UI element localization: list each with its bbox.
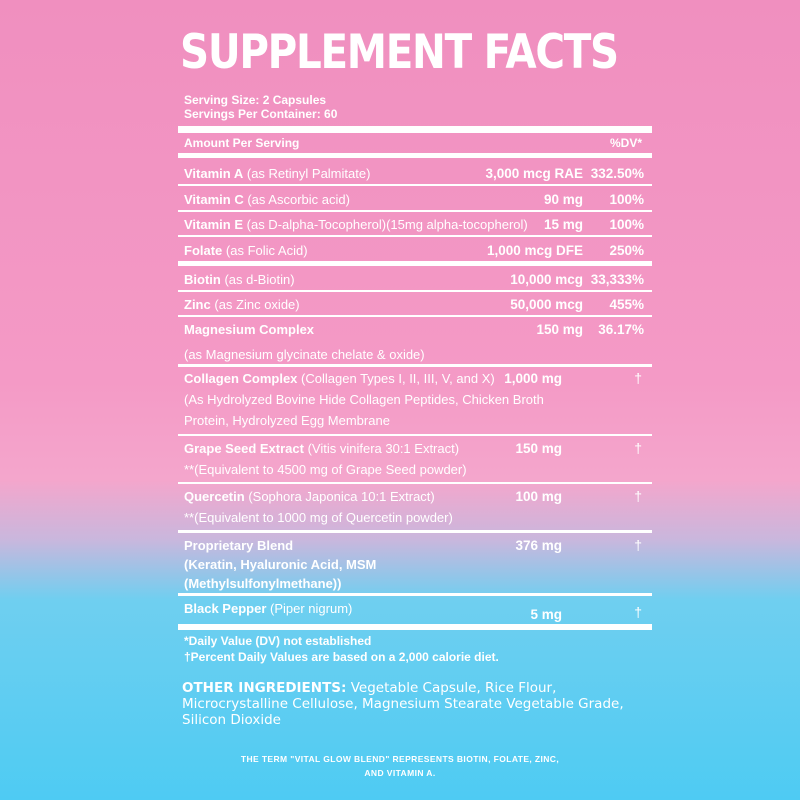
divider <box>178 593 652 596</box>
divider <box>178 210 652 212</box>
nutrient-dv: † <box>634 488 642 504</box>
nutrient-amount: 50,000 mcg <box>510 297 583 312</box>
nutrient-name: Biotin <box>184 272 221 287</box>
servings-per-container: Servings Per Container: 60 <box>184 107 338 121</box>
divider <box>178 235 652 237</box>
nutrient-desc-line3: Protein, Hydrolyzed Egg Membrane <box>184 413 390 428</box>
nutrient-dv: † <box>634 537 642 553</box>
footnote-percent: †Percent Daily Values are based on a 2,0… <box>184 650 499 664</box>
nutrient-desc: (as Retinyl Palmitate) <box>246 166 371 181</box>
nutrient-desc: (as Ascorbic acid) <box>247 192 350 207</box>
nutrient-desc: (Vitis vinifera 30:1 Extract) <box>307 441 460 456</box>
table-row: Proprietary Blend 376 mg † (Keratin, Hya… <box>184 537 646 592</box>
table-row: Quercetin (Sophora Japonica 10:1 Extract… <box>184 488 646 526</box>
nutrient-dv: 250% <box>609 243 644 258</box>
divider <box>178 530 652 533</box>
page-title: SUPPLEMENT FACTS <box>180 25 619 80</box>
divider <box>178 184 652 186</box>
nutrient-desc: (as d-Biotin) <box>224 272 295 287</box>
nutrient-dv: † <box>634 604 642 620</box>
table-row: Collagen Complex (Collagen Types I, II, … <box>184 370 646 429</box>
nutrient-desc: (as D-alpha-Tocopherol)(15mg alpha-tocop… <box>246 217 528 232</box>
nutrient-desc-line3: (Methylsulfonylmethane)) <box>184 576 342 591</box>
nutrient-amount: 100 mg <box>515 489 562 504</box>
other-ingredients-text: Vegetable Capsule, Rice Flour, Microcrys… <box>182 680 624 728</box>
table-row: Vitamin A (as Retinyl Palmitate) 3,000 m… <box>184 165 646 182</box>
serving-size: Serving Size: 2 Capsules <box>184 93 327 107</box>
nutrient-dv: 455% <box>609 297 644 312</box>
divider <box>178 482 652 484</box>
other-ingredients-label: OTHER INGREDIENTS: <box>182 680 347 696</box>
nutrient-amount: 3,000 mcg RAE <box>485 166 583 181</box>
nutrient-dv: † <box>634 440 642 456</box>
nutrient-amount: 15 mg <box>543 217 583 232</box>
nutrient-name: Quercetin <box>184 489 245 504</box>
nutrient-amount: 5 mg <box>530 607 562 622</box>
divider <box>178 434 652 436</box>
table-row: Grape Seed Extract (Vitis vinifera 30:1 … <box>184 440 646 478</box>
table-row: Black Pepper (Piper nigrum) 5 mg † <box>184 600 646 622</box>
table-row: Zinc (as Zinc oxide) 50,000 mcg 455% <box>184 296 646 313</box>
nutrient-name: Collagen Complex <box>184 371 298 386</box>
table-row: Biotin (as d-Biotin) 10,000 mcg 33,333% <box>184 271 646 288</box>
divider <box>178 315 652 317</box>
nutrient-name: Folate <box>184 243 223 258</box>
nutrient-name: Magnesium Complex <box>184 322 315 337</box>
nutrient-desc: (Collagen Types I, II, III, V, and X) <box>301 371 495 386</box>
nutrient-dv: 100% <box>609 217 644 232</box>
nutrient-desc: (Sophora Japonica 10:1 Extract) <box>248 489 435 504</box>
divider <box>178 364 652 367</box>
nutrient-name: Proprietary Blend <box>184 538 294 553</box>
thick-divider <box>178 126 652 133</box>
nutrient-amount: 376 mg <box>515 538 562 553</box>
nutrient-desc: (Piper nigrum) <box>270 601 353 616</box>
nutrient-name: Vitamin C <box>184 192 244 207</box>
nutrient-name: Zinc <box>184 297 211 312</box>
serving-info: Serving Size: 2 Capsules Servings Per Co… <box>184 93 337 121</box>
thick-divider <box>178 624 652 630</box>
nutrient-desc: (as Magnesium glycinate chelate & oxide) <box>184 347 425 362</box>
divider <box>178 261 652 266</box>
nutrient-amount: 150 mg <box>536 322 583 337</box>
nutrient-amount: 1,000 mcg DFE <box>486 243 583 258</box>
amount-per-serving-label: Amount Per Serving <box>184 136 300 150</box>
table-row: Magnesium Complex 150 mg 36.17% (as Magn… <box>184 321 646 363</box>
table-row: Folate (as Folic Acid) 1,000 mcg DFE 250… <box>184 242 646 259</box>
nutrient-name: Grape Seed Extract <box>184 441 304 456</box>
nutrient-dv: 332.50% <box>590 166 644 181</box>
dv-header: %DV* <box>609 136 642 150</box>
table-header: Amount Per Serving %DV* <box>184 136 646 150</box>
nutrient-amount: 10,000 mcg <box>510 272 583 287</box>
nutrient-dv: 33,333% <box>590 272 644 287</box>
table-row: Vitamin C (as Ascorbic acid) 90 mg 100% <box>184 191 646 208</box>
nutrient-amount: 90 mg <box>543 192 583 207</box>
nutrient-name: Vitamin E <box>184 217 244 232</box>
nutrient-amount: 1,000 mg <box>504 371 562 386</box>
nutrient-name: Vitamin A <box>184 166 244 181</box>
term-note: THE TERM "VITAL GLOW BLEND" REPRESENTS B… <box>240 754 560 778</box>
footnote-dv: *Daily Value (DV) not established <box>184 634 372 648</box>
other-ingredients: OTHER INGREDIENTS: Vegetable Capsule, Ri… <box>182 680 652 728</box>
footnotes: *Daily Value (DV) not established †Perce… <box>184 633 499 665</box>
nutrient-dv: † <box>634 370 642 386</box>
nutrient-desc-line2: (Keratin, Hyaluronic Acid, MSM <box>184 557 377 572</box>
nutrient-amount: 150 mg <box>515 441 562 456</box>
table-row: Vitamin E (as D-alpha-Tocopherol)(15mg a… <box>184 216 646 233</box>
nutrient-dv: 36.17% <box>598 322 644 337</box>
nutrient-dv: 100% <box>609 192 644 207</box>
divider <box>178 290 652 292</box>
nutrient-desc: (as Folic Acid) <box>225 243 308 258</box>
nutrient-desc: (as Zinc oxide) <box>214 297 300 312</box>
nutrient-desc-line2: **(Equivalent to 4500 mg of Grape Seed p… <box>184 462 467 477</box>
nutrient-name: Black Pepper <box>184 601 267 616</box>
thick-divider <box>178 153 652 158</box>
nutrient-desc-line2: (As Hydrolyzed Bovine Hide Collagen Pept… <box>184 392 544 407</box>
nutrient-desc-line2: **(Equivalent to 1000 mg of Quercetin po… <box>184 510 453 525</box>
